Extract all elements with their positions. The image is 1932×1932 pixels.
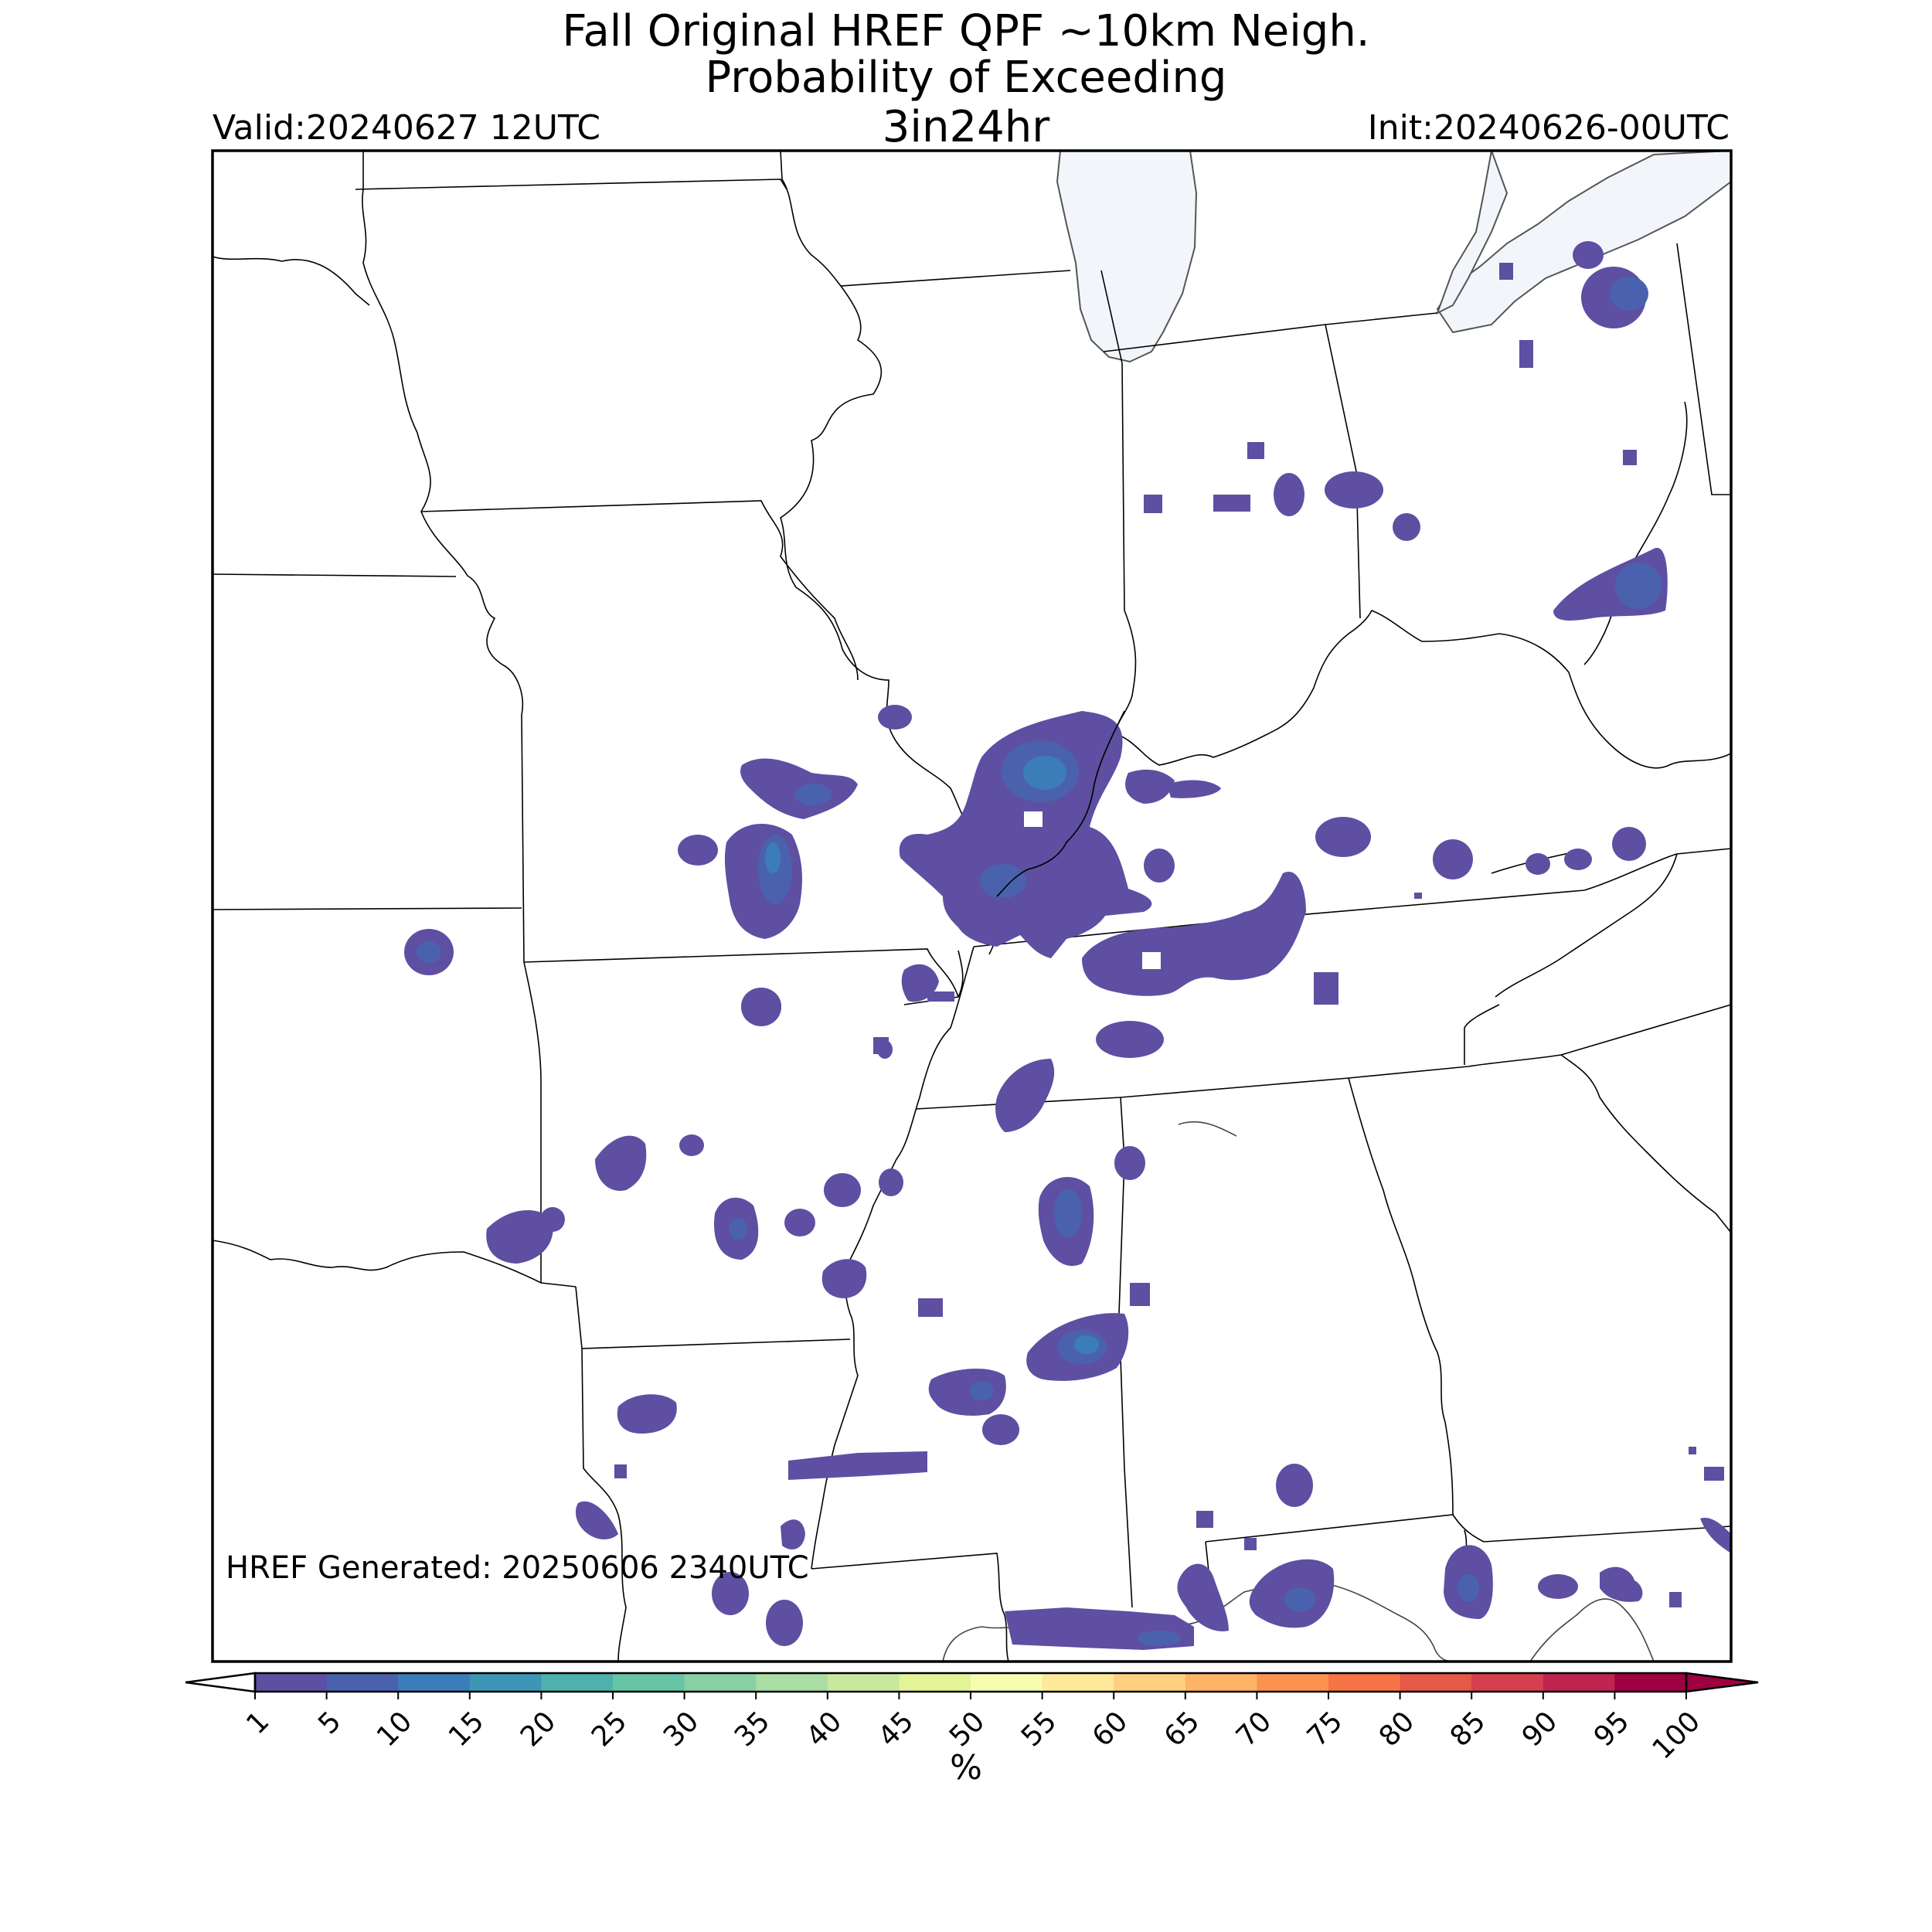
prob-1-5 — [404, 241, 1731, 1650]
colorbar-segment — [1328, 1673, 1401, 1692]
title-line-3: 3in24hr — [882, 102, 1050, 152]
probability-fields — [404, 241, 1731, 1650]
colorbar-unit-label: % — [950, 1748, 982, 1787]
colorbar-segment — [1471, 1673, 1544, 1692]
colorbar-over-arrow — [1685, 1672, 1759, 1693]
colorbar-segment — [1614, 1673, 1687, 1692]
valid-time-label: Valid:20240627 12UTC — [213, 108, 601, 148]
colorbar-segment — [255, 1673, 328, 1692]
colorbar-segment — [1114, 1673, 1186, 1692]
generated-label: HREF Generated: 20250606 2340UTC — [226, 1550, 809, 1586]
lake-erie — [1436, 151, 1731, 334]
colorbar-segment — [1543, 1673, 1615, 1692]
lake-michigan — [1056, 151, 1198, 363]
colorbar-segment — [971, 1673, 1043, 1692]
colorbar-under-arrow — [185, 1672, 257, 1693]
colorbar-segment — [469, 1673, 542, 1692]
colorbar-segment — [1185, 1673, 1257, 1692]
colorbar-segment — [613, 1673, 685, 1692]
colorbar-segment — [827, 1673, 900, 1692]
title-line-1: Fall Original HREF QPF ~10km Neigh. — [562, 6, 1370, 56]
colorbar-segment — [684, 1673, 757, 1692]
colorbar-segment — [326, 1673, 399, 1692]
title-line-2: Probability of Exceeding — [705, 53, 1227, 103]
colorbar-segment — [1400, 1673, 1472, 1692]
colorbar-segment — [1042, 1673, 1114, 1692]
init-time-label: Init:20240626-00UTC — [1367, 108, 1730, 148]
colorbar-segment — [398, 1673, 471, 1692]
colorbar-segment — [899, 1673, 971, 1692]
colorbar-segment — [541, 1673, 614, 1692]
state-boundaries — [213, 151, 1731, 1662]
colorbar-segment — [1257, 1673, 1329, 1692]
lake-huron-edge — [1436, 151, 1509, 315]
prob-10-15 — [765, 756, 1099, 1354]
colorbar-segment — [756, 1673, 828, 1692]
map-frame — [211, 149, 1733, 1663]
